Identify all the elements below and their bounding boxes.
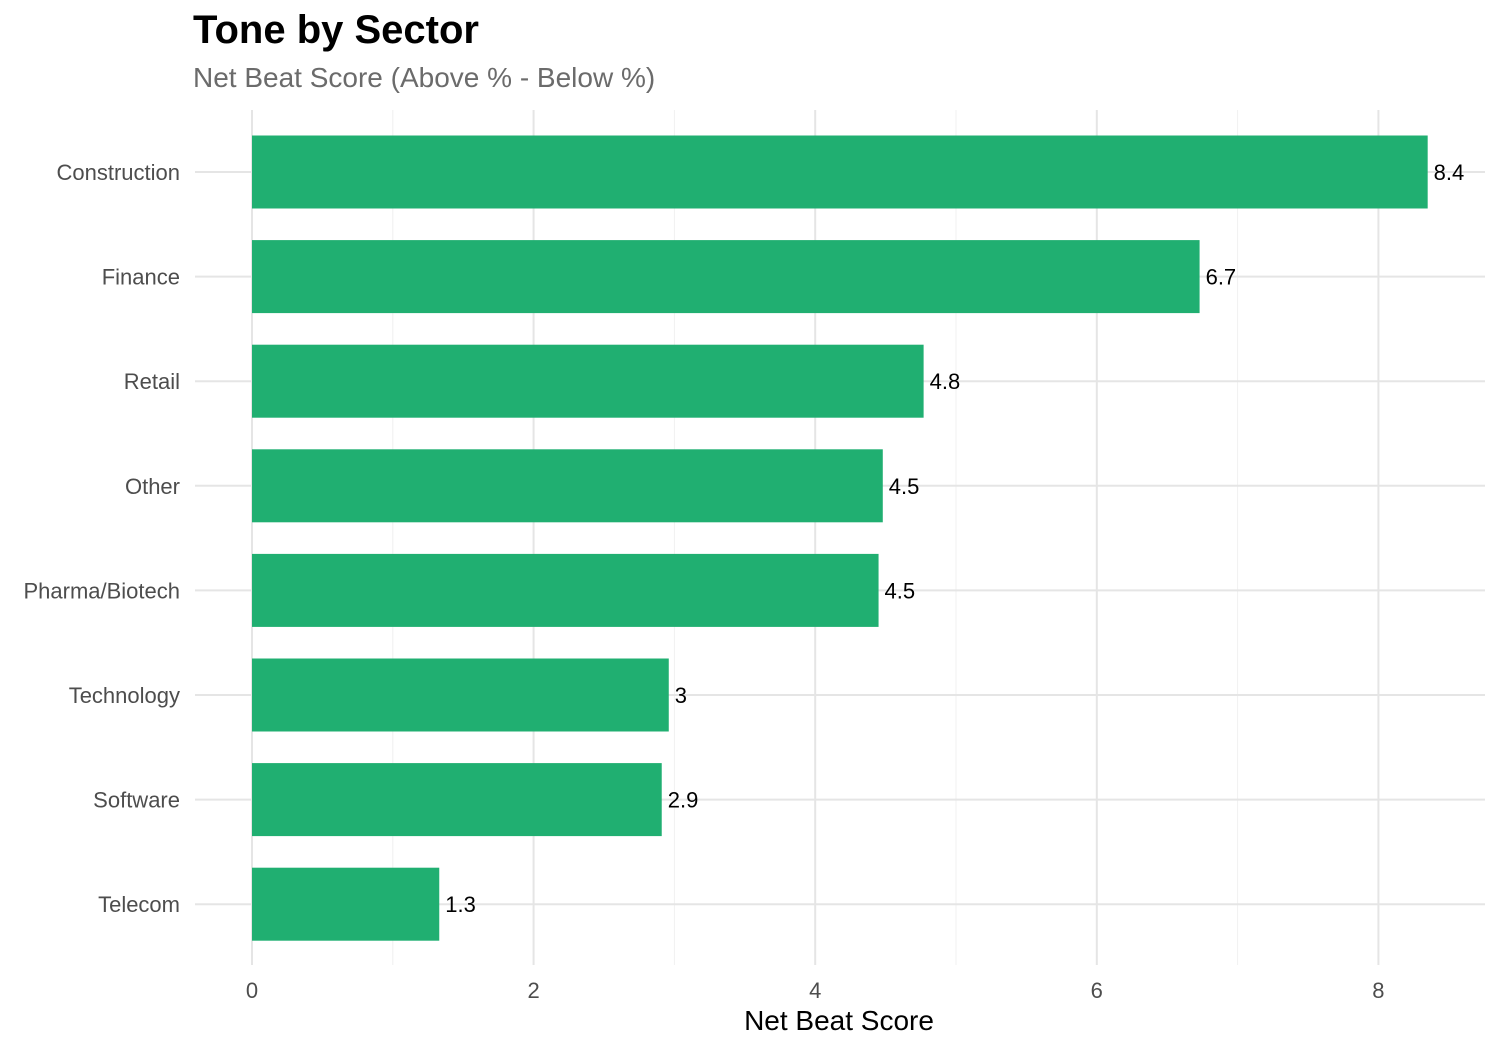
category-label-construction: Construction: [56, 160, 180, 185]
category-label-pharma-biotech: Pharma/Biotech: [23, 578, 180, 603]
x-axis-title: Net Beat Score: [744, 1005, 934, 1036]
bar-retail: [252, 344, 924, 418]
grid-lines: [195, 110, 1485, 965]
data-label-telecom: 1.3: [445, 892, 476, 917]
bars: [252, 135, 1428, 941]
data-labels: 8.4 6.7 4.8 4.5 4.5 3 2.9 1.3: [445, 160, 1464, 917]
category-label-technology: Technology: [69, 683, 180, 708]
x-tick-label: 0: [246, 978, 258, 1003]
category-label-other: Other: [125, 474, 180, 499]
chart-subtitle: Net Beat Score (Above % - Below %): [193, 62, 656, 93]
data-label-retail: 4.8: [930, 369, 961, 394]
category-label-finance: Finance: [102, 265, 180, 290]
bar-construction: [252, 135, 1428, 209]
x-tick-label: 8: [1372, 978, 1384, 1003]
bar-pharma-biotech: [252, 553, 879, 627]
data-label-software: 2.9: [668, 788, 699, 813]
x-tick-label: 4: [809, 978, 821, 1003]
x-tick-labels: 0 2 4 6 8: [246, 978, 1385, 1003]
chart-title: Tone by Sector: [193, 8, 479, 52]
category-label-retail: Retail: [124, 369, 180, 394]
bar-finance: [252, 240, 1200, 314]
bar-software: [252, 763, 662, 837]
data-label-construction: 8.4: [1434, 160, 1465, 185]
data-label-technology: 3: [675, 683, 687, 708]
bar-technology: [252, 658, 669, 732]
category-labels: Construction Finance Retail Other Pharma/Bio…: [23, 160, 180, 917]
bar-telecom: [252, 867, 440, 941]
data-label-other: 4.5: [889, 474, 920, 499]
x-tick-label: 6: [1091, 978, 1103, 1003]
data-label-finance: 6.7: [1206, 265, 1237, 290]
x-tick-label: 2: [527, 978, 539, 1003]
data-label-pharma-biotech: 4.5: [885, 578, 916, 603]
category-label-telecom: Telecom: [98, 892, 180, 917]
bar-other: [252, 449, 883, 523]
category-label-software: Software: [93, 788, 180, 813]
